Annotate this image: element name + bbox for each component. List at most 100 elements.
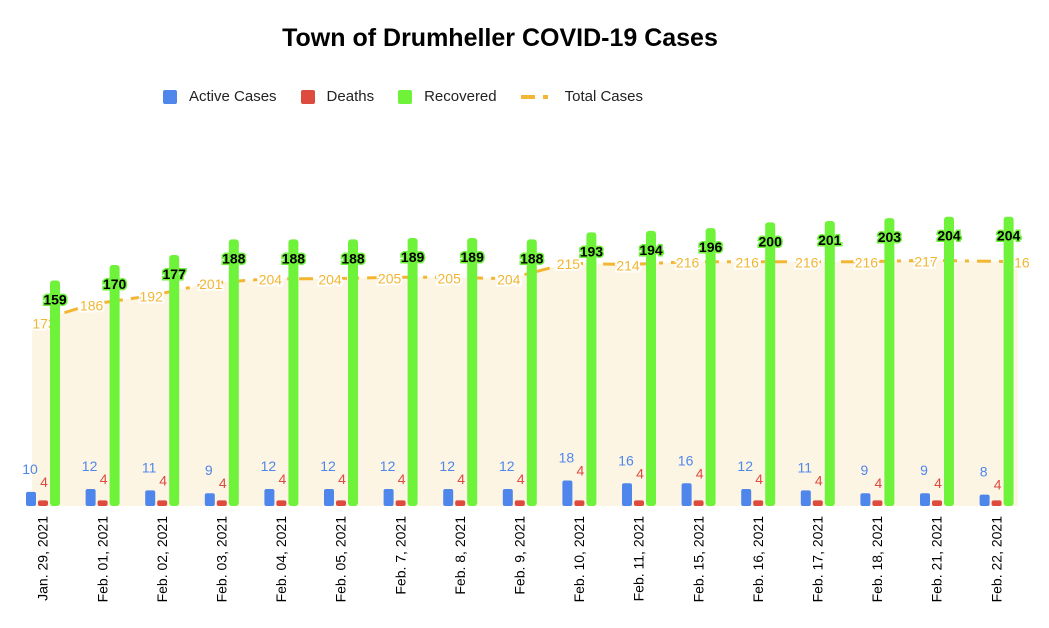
deaths-bar bbox=[157, 500, 168, 506]
recovered-bar bbox=[348, 239, 358, 506]
legend-item-deaths[interactable]: Deaths bbox=[300, 88, 375, 105]
active-cases-label: 16 bbox=[618, 452, 634, 468]
recovered-bar bbox=[824, 220, 835, 506]
deaths-bar bbox=[812, 500, 823, 506]
active-cases-label: 12 bbox=[499, 458, 515, 474]
deaths-label: 4 bbox=[934, 475, 942, 491]
deaths-label: 4 bbox=[577, 462, 585, 478]
recovered-bar bbox=[407, 237, 418, 507]
active-cases-bar bbox=[85, 488, 96, 506]
recovered-bar bbox=[228, 239, 239, 506]
x-tick-label: Feb. 04, 2021 bbox=[273, 516, 289, 603]
recovered-bar bbox=[467, 237, 478, 507]
recovered-bar bbox=[705, 228, 716, 506]
legend-label-recovered: Recovered bbox=[424, 88, 497, 105]
active-cases-bar bbox=[920, 493, 930, 506]
x-tick-label: Feb. 05, 2021 bbox=[333, 516, 349, 603]
recovered-bar bbox=[765, 222, 776, 506]
active-cases-label: 12 bbox=[82, 458, 98, 474]
active-cases-bar bbox=[145, 490, 156, 506]
x-tick-label: Feb. 10, 2021 bbox=[571, 516, 587, 603]
total-cases-label: 216 bbox=[795, 255, 819, 271]
legend-item-recovered[interactable]: Recovered bbox=[398, 88, 497, 105]
recovered-bar bbox=[1003, 216, 1014, 506]
active-cases-label: 12 bbox=[320, 458, 336, 474]
recovered-label: 188 bbox=[520, 250, 544, 266]
active-cases-label: 12 bbox=[261, 458, 277, 474]
active-cases-label: 11 bbox=[142, 459, 157, 475]
recovered-label: 188 bbox=[222, 250, 246, 266]
x-tick-label: Feb. 17, 2021 bbox=[810, 516, 826, 603]
x-tick-label: Jan. 29, 2021 bbox=[35, 516, 51, 601]
x-tick-label: Feb. 02, 2021 bbox=[154, 516, 170, 603]
recovered-label: 200 bbox=[759, 233, 783, 249]
active-cases-bar bbox=[681, 483, 692, 506]
legend-swatch-active bbox=[163, 89, 177, 104]
total-cases-label: 201 bbox=[199, 276, 223, 292]
deaths-bar bbox=[991, 500, 1002, 506]
total-cases-label: 216 bbox=[676, 255, 700, 271]
deaths-bar bbox=[455, 500, 466, 506]
deaths-label: 4 bbox=[517, 471, 525, 487]
deaths-label: 4 bbox=[398, 471, 406, 487]
recovered-label: 189 bbox=[461, 249, 485, 265]
total-cases-label: 205 bbox=[378, 270, 402, 286]
legend-label-deaths: Deaths bbox=[326, 88, 375, 105]
legend-swatch-deaths bbox=[300, 89, 315, 104]
active-cases-bar bbox=[324, 488, 334, 506]
recovered-bar bbox=[944, 216, 954, 506]
x-tick-label: Feb. 03, 2021 bbox=[214, 516, 230, 603]
deaths-bar bbox=[276, 500, 287, 506]
active-cases-bar bbox=[979, 494, 990, 506]
recovered-bar bbox=[526, 239, 537, 506]
recovered-bar bbox=[169, 255, 180, 506]
x-tick-label: Feb. 16, 2021 bbox=[750, 516, 766, 603]
active-cases-bar bbox=[562, 480, 573, 506]
legend-item-active[interactable]: Active Cases bbox=[163, 88, 277, 105]
active-cases-bar bbox=[383, 488, 394, 506]
recovered-label: 193 bbox=[580, 243, 604, 259]
deaths-label: 4 bbox=[636, 465, 644, 481]
x-tick-label: Feb. 21, 2021 bbox=[929, 516, 945, 603]
active-cases-bar bbox=[443, 488, 454, 506]
recovered-label: 159 bbox=[43, 292, 67, 308]
recovered-label: 177 bbox=[163, 266, 187, 282]
active-cases-label: 8 bbox=[980, 464, 988, 480]
total-cases-label: 186 bbox=[80, 297, 104, 313]
deaths-label: 4 bbox=[40, 474, 48, 490]
deaths-label: 4 bbox=[755, 471, 763, 487]
total-cases-label: 217 bbox=[914, 253, 938, 269]
deaths-bar bbox=[574, 500, 585, 506]
recovered-label: 189 bbox=[401, 249, 425, 265]
recovered-label: 196 bbox=[699, 239, 723, 255]
deaths-bar bbox=[395, 500, 406, 506]
recovered-label: 170 bbox=[103, 276, 127, 292]
x-tick-label: Feb. 11, 2021 bbox=[631, 516, 647, 602]
deaths-label: 4 bbox=[100, 471, 108, 487]
legend-label-total: Total Cases bbox=[564, 88, 643, 105]
x-tick-label: Feb. 7, 2021 bbox=[392, 516, 408, 595]
total-cases-label: 205 bbox=[438, 270, 462, 286]
total-cases-label: 214 bbox=[616, 258, 640, 274]
active-cases-label: 16 bbox=[678, 452, 694, 468]
deaths-bar bbox=[336, 500, 346, 506]
active-cases-bar bbox=[860, 493, 871, 506]
x-tick-label: Feb. 22, 2021 bbox=[988, 516, 1004, 603]
x-tick-label: Feb. 8, 2021 bbox=[452, 516, 468, 595]
deaths-bar bbox=[634, 500, 644, 506]
legend: Active Cases Deaths Recovered Total Case… bbox=[163, 88, 667, 105]
recovered-bar bbox=[109, 264, 120, 506]
total-cases-label: 204 bbox=[497, 272, 521, 288]
total-cases-label: 216 bbox=[855, 255, 879, 271]
deaths-label: 4 bbox=[159, 472, 167, 488]
recovered-label: 203 bbox=[878, 229, 902, 245]
legend-item-total[interactable]: Total Cases bbox=[520, 88, 643, 105]
total-cases-label: 204 bbox=[318, 272, 342, 288]
active-cases-bar bbox=[264, 488, 275, 506]
recovered-label: 204 bbox=[997, 228, 1021, 244]
active-cases-bar bbox=[800, 490, 811, 506]
deaths-bar bbox=[932, 500, 942, 506]
deaths-label: 4 bbox=[457, 471, 465, 487]
deaths-label: 4 bbox=[279, 471, 287, 487]
